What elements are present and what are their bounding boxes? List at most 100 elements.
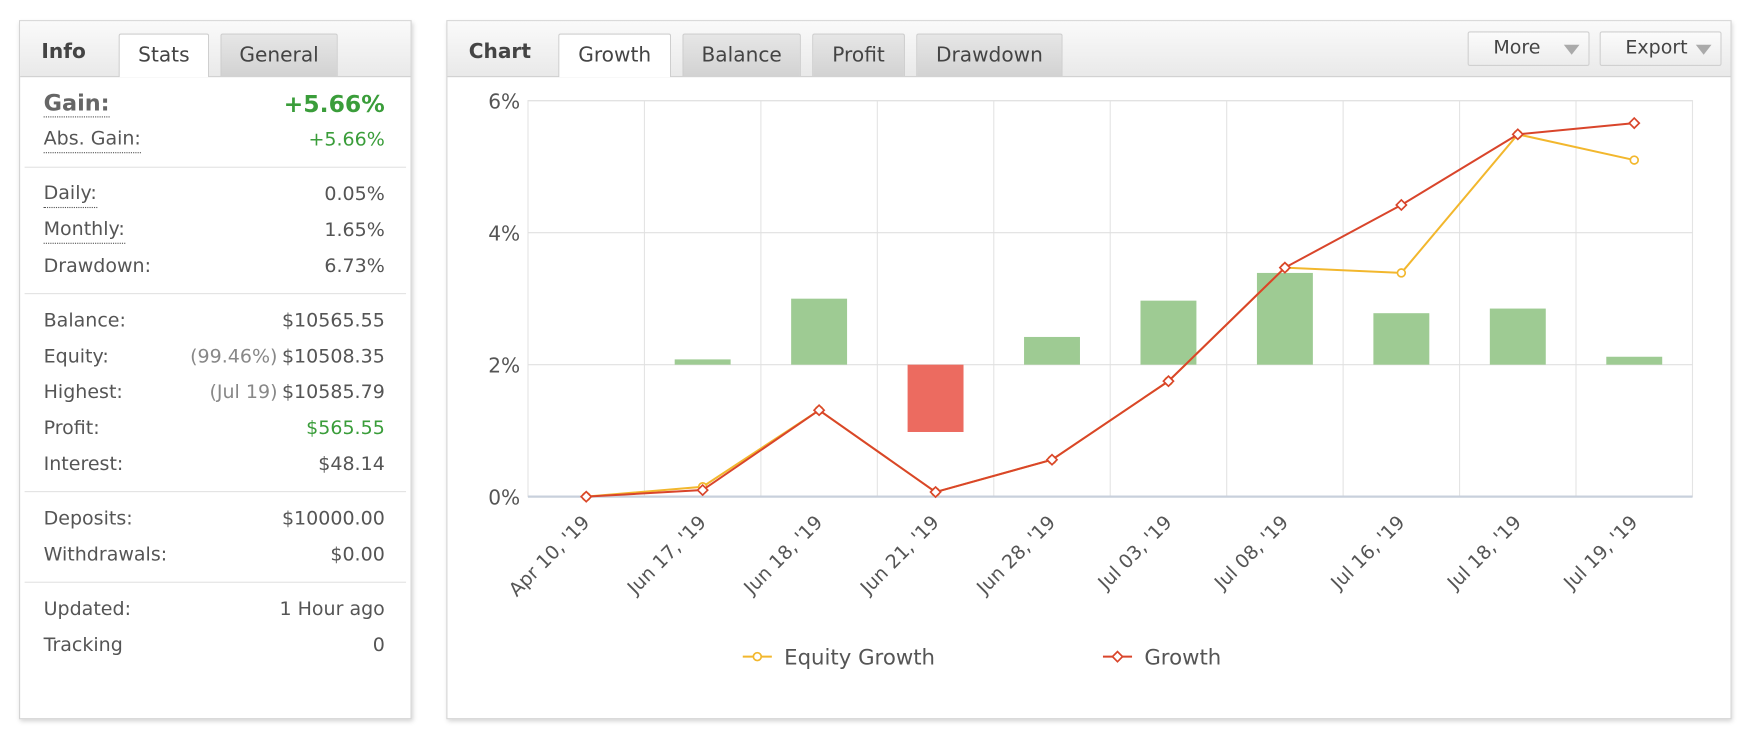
row-value: $10585.79 xyxy=(281,381,385,404)
row-label: Drawdown: xyxy=(43,255,152,278)
info-row: Daily: 0.05% xyxy=(25,177,406,213)
button-label: Export xyxy=(1625,36,1688,60)
info-row: Withdrawals: $0.00 xyxy=(25,537,406,573)
x-tick-label: Jun 28, '19 xyxy=(972,511,1060,599)
row-value-wrap: $0.00 xyxy=(330,537,384,573)
x-tick-label: Jul 16, '19 xyxy=(1326,511,1409,594)
row-value-wrap: (Jul 19) $10585.79 xyxy=(209,375,384,411)
row-value-wrap: $565.55 xyxy=(306,411,385,447)
row-label: Withdrawals: xyxy=(43,543,168,567)
row-value: $0.00 xyxy=(330,543,385,567)
row-label: Tracking xyxy=(43,634,123,657)
chart-panel-title: Chart xyxy=(468,40,531,64)
info-row: Interest: $48.14 xyxy=(25,446,406,482)
row-note: (Jul 19) xyxy=(209,381,278,404)
x-tick-label: Jul 08, '19 xyxy=(1210,511,1293,594)
row-value-wrap: 0.05% xyxy=(324,177,384,213)
info-group: Updated: 1 Hour ago Tracking 0 xyxy=(25,583,406,672)
bar xyxy=(1489,308,1546,365)
point xyxy=(1162,374,1175,388)
row-label: Interest: xyxy=(43,453,124,476)
point xyxy=(696,483,709,497)
info-row: Profit: $565.55 xyxy=(25,411,406,447)
bar xyxy=(1256,272,1313,365)
row-value: 6.73% xyxy=(324,255,385,278)
row-value-wrap: $10565.55 xyxy=(282,303,385,339)
tab[interactable]: Growth xyxy=(558,33,672,78)
bar xyxy=(1606,356,1663,365)
chart-header: Chart Growth Balance Profit Drawdown Mor… xyxy=(447,21,1731,78)
x-tick-label: Jun 21, '19 xyxy=(856,511,944,599)
more-button[interactable]: More xyxy=(1467,31,1590,66)
info-group: Daily: 0.05% Monthly: 1.65% Drawdown: 6.73% xyxy=(24,168,407,295)
point xyxy=(929,485,942,499)
row-value-wrap: (99.46%) $10508.35 xyxy=(190,339,385,375)
info-row: Equity: (99.46%) $10508.35 xyxy=(25,339,406,375)
point xyxy=(1045,453,1059,466)
info-row: Tracking 0 xyxy=(25,628,406,664)
row-value: $10000.00 xyxy=(281,507,385,531)
bar xyxy=(791,298,848,365)
tab[interactable]: Drawdown xyxy=(916,33,1063,77)
row-value: +5.66% xyxy=(308,128,385,152)
row-value-wrap: +5.66% xyxy=(308,122,384,158)
button-label: More xyxy=(1493,36,1541,60)
y-tick-label: 6% xyxy=(488,90,520,114)
bar xyxy=(1024,336,1080,365)
point xyxy=(1278,261,1292,274)
legend-label: Growth xyxy=(1144,645,1221,670)
x-tick-label: Jul 18, '19 xyxy=(1443,511,1526,594)
info-title: Info xyxy=(41,40,86,64)
info-row: Balance: $10565.55 xyxy=(25,303,406,339)
tab[interactable]: Stats xyxy=(118,33,210,78)
row-value: 0.05% xyxy=(324,183,385,206)
row-value: +5.66% xyxy=(283,90,385,118)
tab[interactable]: General xyxy=(220,33,338,77)
info-row: Updated: 1 Hour ago xyxy=(25,592,406,628)
tab[interactable]: Profit xyxy=(812,33,905,77)
row-value: $10565.55 xyxy=(281,309,385,333)
row-value: $48.14 xyxy=(318,453,385,476)
row-note: (99.46%) xyxy=(190,345,278,369)
row-label: Monthly: xyxy=(43,216,125,244)
point xyxy=(812,403,826,417)
info-row: Drawdown: 6.73% xyxy=(25,248,406,284)
bar xyxy=(1140,300,1197,365)
row-value-wrap: +5.66% xyxy=(284,86,385,122)
row-label: Balance: xyxy=(43,309,126,333)
info-row: Deposits: $10000.00 xyxy=(25,501,406,537)
export-button[interactable]: Export xyxy=(1599,31,1722,66)
row-label: Profit: xyxy=(43,417,100,440)
y-tick-label: 4% xyxy=(488,222,520,246)
point xyxy=(1396,268,1407,278)
bar xyxy=(907,364,964,432)
row-label: Gain: xyxy=(43,89,110,118)
row-value-wrap: 6.73% xyxy=(324,248,384,284)
legend-marker xyxy=(1111,650,1124,663)
line xyxy=(586,122,1635,498)
tab[interactable]: Balance xyxy=(682,33,801,77)
row-value-wrap: $10000.00 xyxy=(282,501,385,537)
info-rows: Gain: +5.66% Abs. Gain: +5.66% Daily: 0.05% Mo… xyxy=(20,77,410,672)
row-label: Highest: xyxy=(43,381,123,404)
point xyxy=(1395,198,1408,212)
info-header: Info Stats General xyxy=(20,21,411,78)
info-row: Abs. Gain: +5.66% xyxy=(25,122,406,158)
row-value: 1 Hour ago xyxy=(279,598,385,621)
row-value-wrap: 1 Hour ago xyxy=(279,592,384,628)
point xyxy=(1511,128,1525,141)
row-value: $565.55 xyxy=(306,417,385,440)
info-panel: Info Stats General Gain: +5.66% Abs. Gain:… xyxy=(19,20,412,720)
x-tick-label: Jul 03, '19 xyxy=(1093,511,1176,594)
y-tick-label: 0% xyxy=(488,485,520,509)
info-group: Deposits: $10000.00 Withdrawals: $0.00 xyxy=(24,492,407,583)
row-label: Deposits: xyxy=(43,507,133,531)
row-value: $10508.35 xyxy=(281,345,385,369)
row-value: 0 xyxy=(372,634,385,657)
info-group: Gain: +5.66% Abs. Gain: +5.66% xyxy=(24,77,407,168)
row-label: Daily: xyxy=(43,180,97,209)
x-tick-label: Jun 18, '19 xyxy=(739,511,827,599)
